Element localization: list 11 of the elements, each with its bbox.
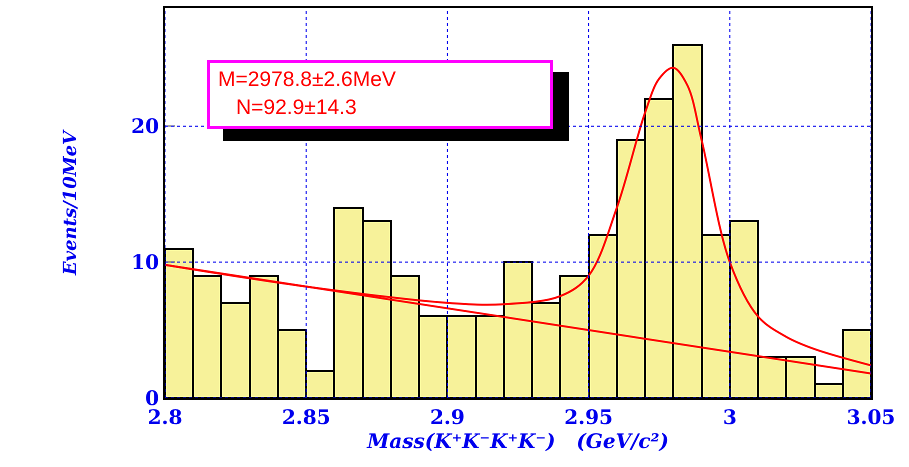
- x-tick-label: 2.85: [282, 405, 331, 429]
- annotation: M=2978.8±2.6MeV: [217, 67, 397, 93]
- annotation: N=92.9±14.3: [235, 95, 358, 121]
- x-tick-label: 2.95: [564, 405, 613, 429]
- y-tick-label: 10: [131, 250, 159, 274]
- x-tick-label: 3: [722, 405, 737, 429]
- y-tick-label: 20: [131, 114, 159, 138]
- y-axis-title: Events/10MeV: [60, 128, 81, 276]
- x-tick-label: 2.9: [430, 405, 465, 429]
- x-axis-title: Mass(K⁺K⁻K⁺K⁻) (GeV/c²): [366, 429, 669, 453]
- x-tick-label: 3.05: [846, 405, 896, 429]
